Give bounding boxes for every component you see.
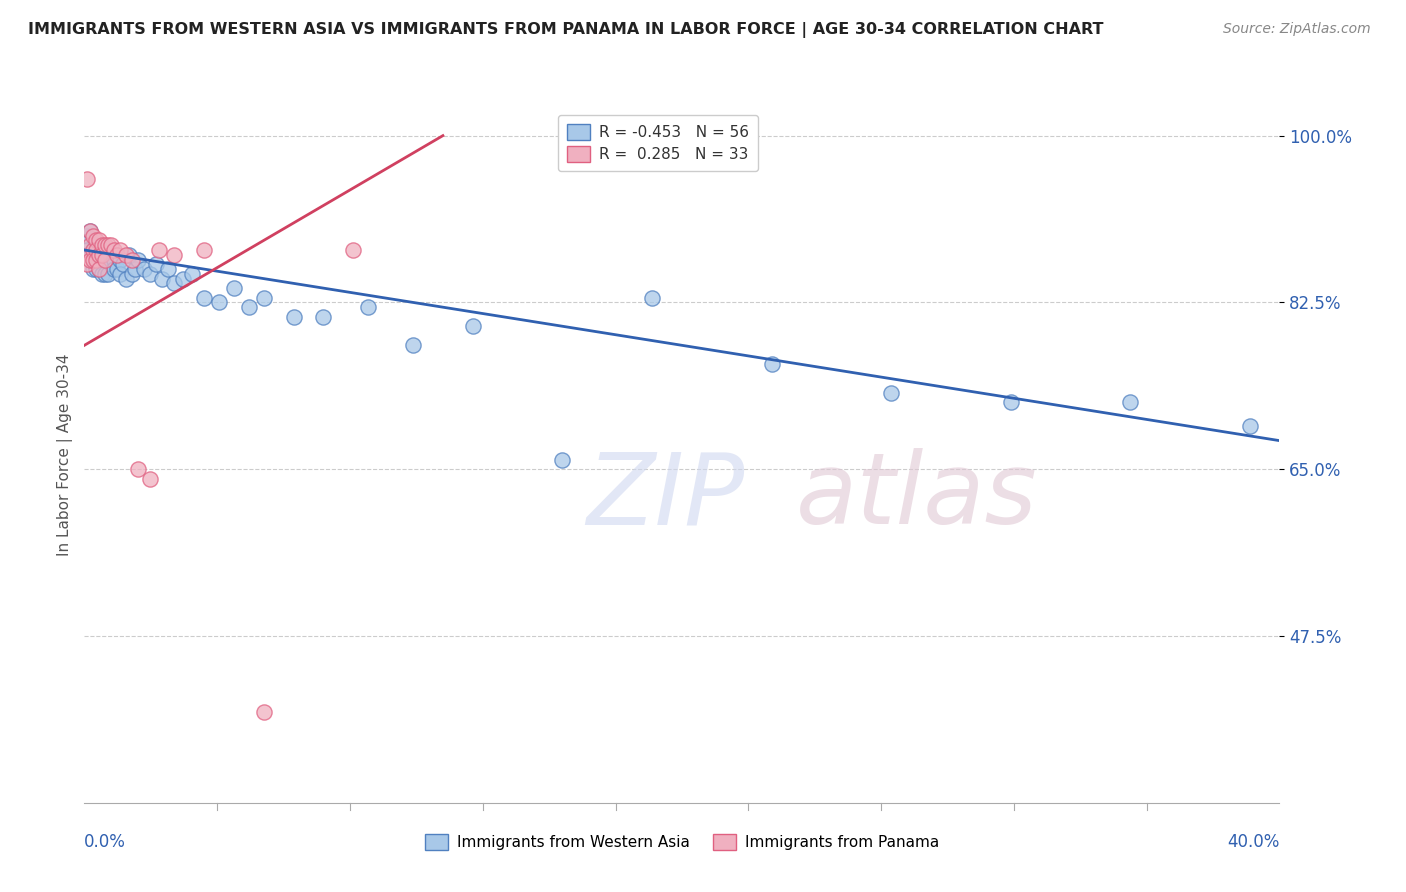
Point [121, 252, 143, 267]
Point [89, 262, 111, 277]
Point [82, 252, 104, 267]
Point [112, 257, 135, 271]
Point [124, 262, 146, 277]
Point [283, 310, 305, 324]
Point [551, 452, 574, 467]
Point [105, 262, 128, 277]
Point [82, 252, 104, 267]
Point [1000, 395, 1022, 409]
Point [89, 243, 111, 257]
Point [253, 291, 276, 305]
Point [86, 252, 108, 267]
Point [1239, 419, 1261, 434]
Point [110, 267, 132, 281]
Point [193, 243, 215, 257]
Point [103, 252, 125, 267]
Point [76, 171, 98, 186]
Point [76, 243, 98, 257]
Point [94, 238, 117, 252]
Point [82, 228, 104, 243]
Point [139, 267, 162, 281]
Point [110, 252, 132, 267]
Point [208, 295, 231, 310]
Point [91, 267, 114, 281]
Point [127, 252, 149, 267]
Point [148, 243, 170, 257]
Point [97, 252, 120, 267]
Point [89, 252, 111, 267]
Y-axis label: In Labor Force | Age 30-34: In Labor Force | Age 30-34 [58, 353, 73, 557]
Point [163, 277, 186, 291]
Point [105, 248, 128, 262]
Point [89, 248, 111, 262]
Text: 40.0%: 40.0% [1227, 833, 1279, 851]
Point [222, 281, 245, 295]
Point [91, 248, 114, 262]
Point [103, 243, 125, 257]
Point [86, 238, 108, 252]
Point [145, 257, 167, 271]
Point [157, 262, 180, 277]
Point [86, 262, 108, 277]
Point [193, 291, 215, 305]
Point [94, 267, 117, 281]
Point [121, 267, 143, 281]
Point [94, 252, 117, 267]
Legend: Immigrants from Western Asia, Immigrants from Panama: Immigrants from Western Asia, Immigrants… [418, 827, 946, 858]
Text: IMMIGRANTS FROM WESTERN ASIA VS IMMIGRANTS FROM PANAMA IN LABOR FORCE | AGE 30-3: IMMIGRANTS FROM WESTERN ASIA VS IMMIGRAN… [28, 22, 1104, 38]
Point [86, 234, 108, 248]
Text: ZIP: ZIP [586, 448, 745, 545]
Point [118, 248, 141, 262]
Point [172, 271, 194, 285]
Point [641, 291, 664, 305]
Point [86, 243, 108, 257]
Point [79, 224, 101, 238]
Point [103, 262, 125, 277]
Point [115, 271, 138, 285]
Point [82, 243, 104, 257]
Point [402, 338, 425, 352]
Point [79, 238, 101, 252]
Point [253, 705, 276, 719]
Point [76, 228, 98, 243]
Point [115, 248, 138, 262]
Point [238, 300, 260, 314]
Point [110, 243, 132, 257]
Point [461, 319, 484, 334]
Point [357, 300, 380, 314]
Point [79, 224, 101, 238]
Point [761, 357, 783, 371]
Point [97, 238, 120, 252]
Text: atlas: atlas [796, 448, 1038, 545]
Point [139, 472, 162, 486]
Point [127, 462, 149, 476]
Point [312, 310, 335, 324]
Point [342, 243, 364, 257]
Point [163, 248, 186, 262]
Point [79, 248, 101, 262]
Point [100, 257, 122, 271]
Point [76, 257, 98, 271]
Point [91, 248, 114, 262]
Point [97, 267, 120, 281]
Point [132, 262, 156, 277]
Point [100, 238, 122, 252]
Point [79, 252, 101, 267]
Text: 0.0%: 0.0% [84, 833, 127, 851]
Point [91, 238, 114, 252]
Point [1119, 395, 1142, 409]
Point [86, 248, 108, 262]
Point [82, 243, 104, 257]
Point [181, 267, 204, 281]
Point [82, 262, 104, 277]
Point [76, 248, 98, 262]
Point [150, 271, 173, 285]
Point [880, 386, 903, 401]
Text: Source: ZipAtlas.com: Source: ZipAtlas.com [1223, 22, 1371, 37]
Point [89, 262, 111, 277]
Point [94, 252, 117, 267]
Point [89, 234, 111, 248]
